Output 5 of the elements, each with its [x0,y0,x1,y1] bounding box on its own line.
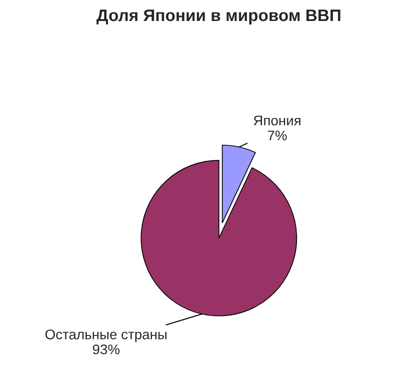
data-label: 93% [92,344,120,354]
slice-label: Япония [254,116,300,126]
slice-label: Остальные страны [45,330,166,342]
chart-title: Доля Японии в мировом ВВП [96,10,340,25]
data-label: 7% [268,130,287,140]
